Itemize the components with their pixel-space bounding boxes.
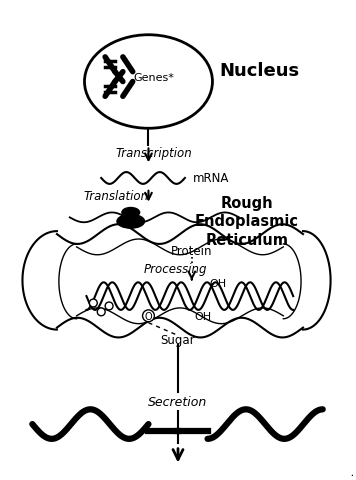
Ellipse shape — [84, 36, 213, 129]
Ellipse shape — [117, 215, 145, 228]
Circle shape — [89, 300, 97, 307]
Text: Rough
Endoplasmic
Reticulum: Rough Endoplasmic Reticulum — [195, 195, 299, 247]
Text: Protein: Protein — [171, 245, 213, 258]
Text: OH: OH — [209, 279, 227, 288]
Circle shape — [105, 302, 113, 310]
Text: Sugar: Sugar — [161, 333, 195, 346]
Text: Translation: Translation — [84, 190, 148, 203]
Circle shape — [97, 308, 105, 316]
Text: Nucleus: Nucleus — [219, 61, 299, 80]
Text: Processing: Processing — [143, 263, 207, 276]
Text: O: O — [144, 311, 153, 321]
Text: Secretion: Secretion — [148, 395, 208, 408]
Text: OH: OH — [195, 311, 212, 321]
Text: Genes*: Genes* — [134, 72, 174, 83]
Ellipse shape — [122, 208, 140, 218]
Circle shape — [142, 310, 155, 322]
Text: Transcription: Transcription — [116, 146, 193, 159]
Text: O: O — [145, 311, 152, 321]
Text: mRNA: mRNA — [193, 172, 229, 185]
